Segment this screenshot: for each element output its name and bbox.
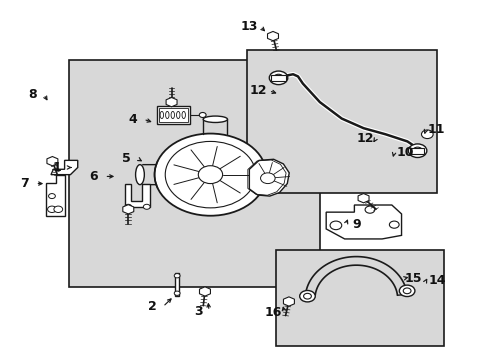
Text: 10: 10	[395, 146, 413, 159]
Circle shape	[399, 285, 414, 297]
Text: 6: 6	[89, 170, 98, 183]
Text: 16: 16	[264, 306, 282, 319]
Text: 1: 1	[53, 161, 61, 174]
Circle shape	[269, 71, 287, 85]
Text: 11: 11	[427, 123, 445, 136]
Polygon shape	[325, 205, 401, 239]
Polygon shape	[125, 184, 149, 207]
Polygon shape	[267, 31, 278, 41]
Text: 9: 9	[351, 218, 360, 231]
Ellipse shape	[203, 116, 227, 122]
Text: 12: 12	[249, 84, 266, 97]
Circle shape	[421, 130, 432, 139]
Circle shape	[260, 173, 275, 184]
Circle shape	[303, 293, 311, 299]
Polygon shape	[199, 287, 210, 296]
Circle shape	[299, 291, 315, 302]
Polygon shape	[249, 159, 288, 196]
Text: 12: 12	[356, 132, 373, 145]
Circle shape	[124, 204, 131, 209]
Circle shape	[54, 206, 62, 212]
Circle shape	[199, 112, 205, 117]
Polygon shape	[51, 160, 78, 175]
Circle shape	[365, 206, 374, 213]
Circle shape	[329, 221, 341, 230]
Polygon shape	[122, 204, 134, 214]
Text: 7: 7	[20, 177, 29, 190]
Text: 2: 2	[147, 300, 156, 313]
Circle shape	[412, 147, 422, 154]
Bar	[69, 60, 319, 287]
Polygon shape	[46, 175, 64, 216]
Bar	[409, 148, 424, 154]
Text: 3: 3	[194, 305, 202, 318]
Circle shape	[47, 206, 56, 212]
Polygon shape	[283, 297, 294, 306]
Bar	[159, 108, 187, 122]
Polygon shape	[357, 194, 368, 203]
Circle shape	[403, 288, 410, 294]
Circle shape	[273, 74, 283, 81]
Bar	[157, 107, 190, 123]
Circle shape	[48, 194, 55, 199]
Text: 13: 13	[240, 20, 258, 33]
Text: 14: 14	[427, 274, 445, 287]
Text: 5: 5	[122, 152, 131, 165]
Text: 8: 8	[29, 88, 37, 101]
Circle shape	[143, 204, 150, 209]
Circle shape	[198, 166, 222, 184]
Bar	[271, 75, 285, 81]
Text: 4: 4	[128, 113, 137, 126]
Ellipse shape	[135, 165, 144, 185]
Polygon shape	[47, 157, 58, 166]
Circle shape	[407, 144, 426, 157]
Polygon shape	[175, 273, 179, 296]
Text: 15: 15	[404, 272, 422, 285]
Bar	[246, 50, 436, 193]
Circle shape	[388, 221, 398, 228]
Circle shape	[174, 291, 180, 296]
Circle shape	[154, 134, 266, 216]
Bar	[276, 249, 443, 346]
Circle shape	[174, 274, 180, 278]
Polygon shape	[166, 98, 177, 107]
